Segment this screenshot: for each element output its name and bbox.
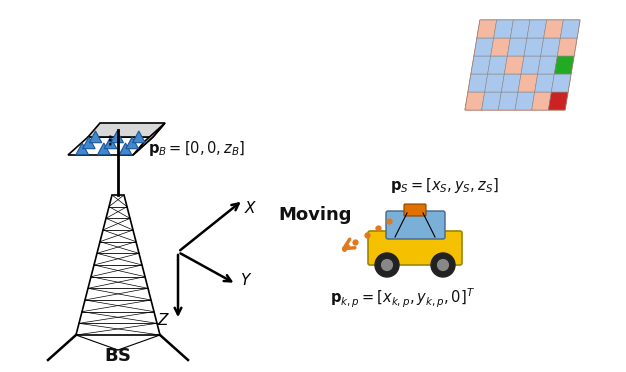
Polygon shape	[485, 74, 505, 92]
Polygon shape	[119, 143, 132, 155]
Polygon shape	[521, 56, 541, 74]
Text: $\mathbf{p}_S = [x_S, y_S, z_S]$: $\mathbf{p}_S = [x_S, y_S, z_S]$	[390, 176, 498, 195]
FancyBboxPatch shape	[386, 211, 445, 239]
Circle shape	[431, 253, 455, 277]
Polygon shape	[541, 38, 560, 56]
Polygon shape	[560, 20, 580, 38]
Polygon shape	[133, 131, 145, 143]
Polygon shape	[510, 20, 530, 38]
Polygon shape	[98, 143, 110, 155]
Polygon shape	[481, 92, 501, 110]
Polygon shape	[474, 38, 494, 56]
Polygon shape	[465, 20, 580, 110]
Polygon shape	[111, 131, 123, 143]
Polygon shape	[515, 92, 535, 110]
Polygon shape	[498, 92, 518, 110]
Text: Moving: Moving	[278, 206, 352, 224]
Polygon shape	[505, 56, 524, 74]
Text: $\mathbf{BS}$: $\mathbf{BS}$	[105, 347, 131, 365]
Polygon shape	[471, 56, 491, 74]
Polygon shape	[543, 20, 563, 38]
Text: ⋮: ⋮	[105, 135, 117, 148]
Circle shape	[375, 253, 399, 277]
Text: $\mathbf{p}_{k,p} = [x_{k,p}, y_{k,p}, 0]^T$: $\mathbf{p}_{k,p} = [x_{k,p}, y_{k,p}, 0…	[330, 286, 475, 310]
Text: $Y$: $Y$	[240, 272, 252, 288]
Circle shape	[438, 260, 448, 270]
Polygon shape	[126, 137, 138, 149]
Polygon shape	[557, 38, 577, 56]
Text: $Z$: $Z$	[158, 312, 170, 328]
Polygon shape	[488, 56, 507, 74]
Polygon shape	[494, 20, 513, 38]
FancyBboxPatch shape	[368, 231, 462, 265]
Polygon shape	[468, 74, 488, 92]
Polygon shape	[104, 137, 117, 149]
Polygon shape	[491, 38, 510, 56]
Text: $X$: $X$	[244, 200, 258, 216]
Polygon shape	[477, 20, 496, 38]
Polygon shape	[518, 74, 538, 92]
Polygon shape	[501, 74, 521, 92]
Polygon shape	[552, 74, 571, 92]
Polygon shape	[524, 38, 543, 56]
Polygon shape	[465, 92, 485, 110]
FancyBboxPatch shape	[404, 204, 426, 216]
Polygon shape	[68, 137, 153, 155]
Polygon shape	[531, 92, 552, 110]
Text: $\mathbf{p}_B = [0, 0, z_B]$: $\mathbf{p}_B = [0, 0, z_B]$	[148, 138, 245, 157]
Polygon shape	[76, 143, 88, 155]
Polygon shape	[527, 20, 546, 38]
Polygon shape	[535, 74, 555, 92]
Polygon shape	[83, 137, 95, 149]
Circle shape	[382, 260, 393, 270]
Polygon shape	[538, 56, 557, 74]
Polygon shape	[548, 92, 568, 110]
Polygon shape	[507, 38, 527, 56]
Polygon shape	[555, 56, 574, 74]
Polygon shape	[89, 131, 102, 143]
Polygon shape	[88, 123, 165, 137]
Polygon shape	[133, 123, 165, 155]
